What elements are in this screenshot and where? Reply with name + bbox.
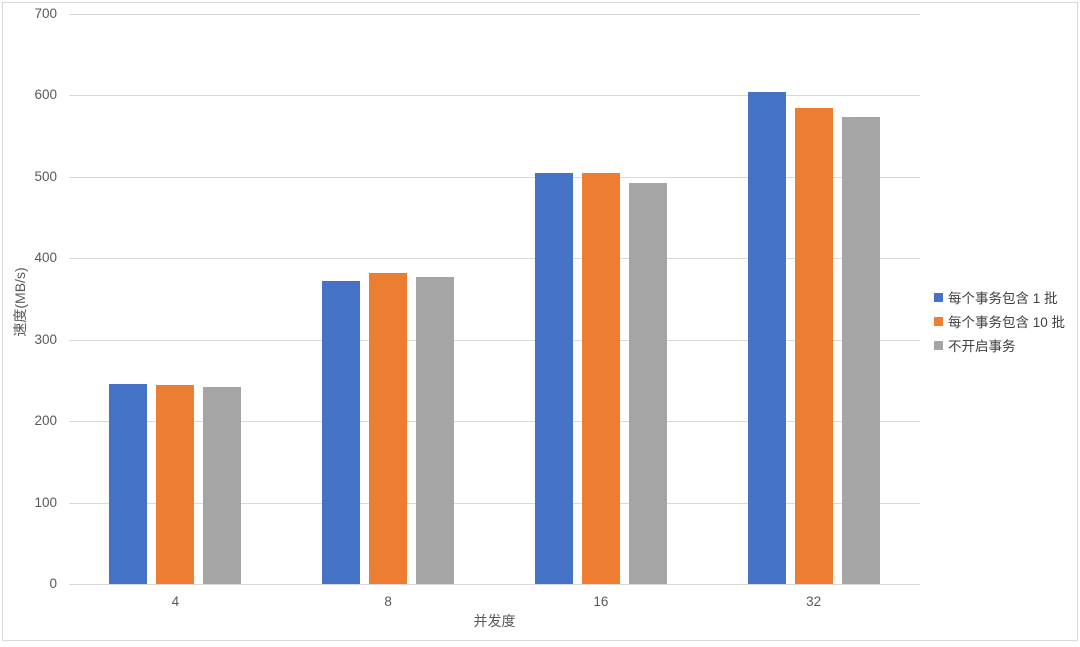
x-axis-tick-label: 16	[593, 594, 609, 609]
plot-area	[69, 14, 920, 585]
legend-label: 每个事务包含 1 批	[948, 291, 1058, 306]
legend-label: 每个事务包含 10 批	[948, 315, 1066, 330]
bar-series2-x16	[581, 172, 620, 584]
y-axis-tick-label: 600	[34, 87, 57, 103]
x-axis-tick-label: 4	[171, 594, 180, 609]
gridline-y100	[69, 502, 920, 504]
y-axis-tick-label: 300	[34, 331, 57, 347]
y-axis-tick-label: 200	[34, 413, 57, 429]
legend-swatch-icon	[934, 316, 943, 326]
y-axis-tick-label: 100	[34, 494, 57, 510]
bar-series2-x8	[369, 272, 408, 584]
bar-series1-x32	[747, 92, 786, 584]
y-axis-tick-label: 500	[34, 168, 57, 184]
gridline-y0	[69, 584, 920, 585]
gridline-y400	[69, 258, 920, 260]
bar-series1-x4	[109, 383, 148, 584]
gridline-y500	[69, 176, 920, 178]
gridline-y700	[69, 14, 920, 15]
gridline-y200	[69, 421, 920, 423]
y-axis-title: 速度(MB/s)	[12, 267, 28, 337]
y-axis-tick-label: 0	[49, 576, 57, 591]
bar-series1-x8	[322, 281, 361, 584]
gridline-y600	[69, 95, 920, 97]
bar-series1-x16	[534, 172, 573, 584]
bar-series3-x4	[203, 386, 242, 584]
bar-series3-x32	[841, 117, 880, 584]
gridline-y300	[69, 339, 920, 341]
legend-label: 不开启事务	[948, 339, 1016, 354]
y-axis-tick-label: 400	[34, 250, 57, 266]
bar-series2-x4	[156, 384, 195, 584]
legend: 每个事务包含 1 批每个事务包含 10 批不开启事务	[934, 285, 1065, 357]
bar-series2-x32	[794, 108, 833, 584]
legend-item-1: 每个事务包含 1 批	[934, 285, 1065, 309]
x-axis-tick-label: 8	[384, 594, 392, 609]
bar-series3-x16	[628, 182, 667, 584]
legend-swatch-icon	[934, 292, 943, 302]
x-axis-title: 并发度	[473, 613, 516, 629]
bar-series3-x8	[416, 277, 455, 584]
x-axis-tick-label: 32	[806, 594, 822, 609]
legend-item-3: 不开启事务	[934, 333, 1065, 357]
legend-swatch-icon	[934, 340, 943, 350]
legend-item-2: 每个事务包含 10 批	[934, 309, 1065, 333]
y-axis-tick-label: 700	[34, 6, 57, 21]
